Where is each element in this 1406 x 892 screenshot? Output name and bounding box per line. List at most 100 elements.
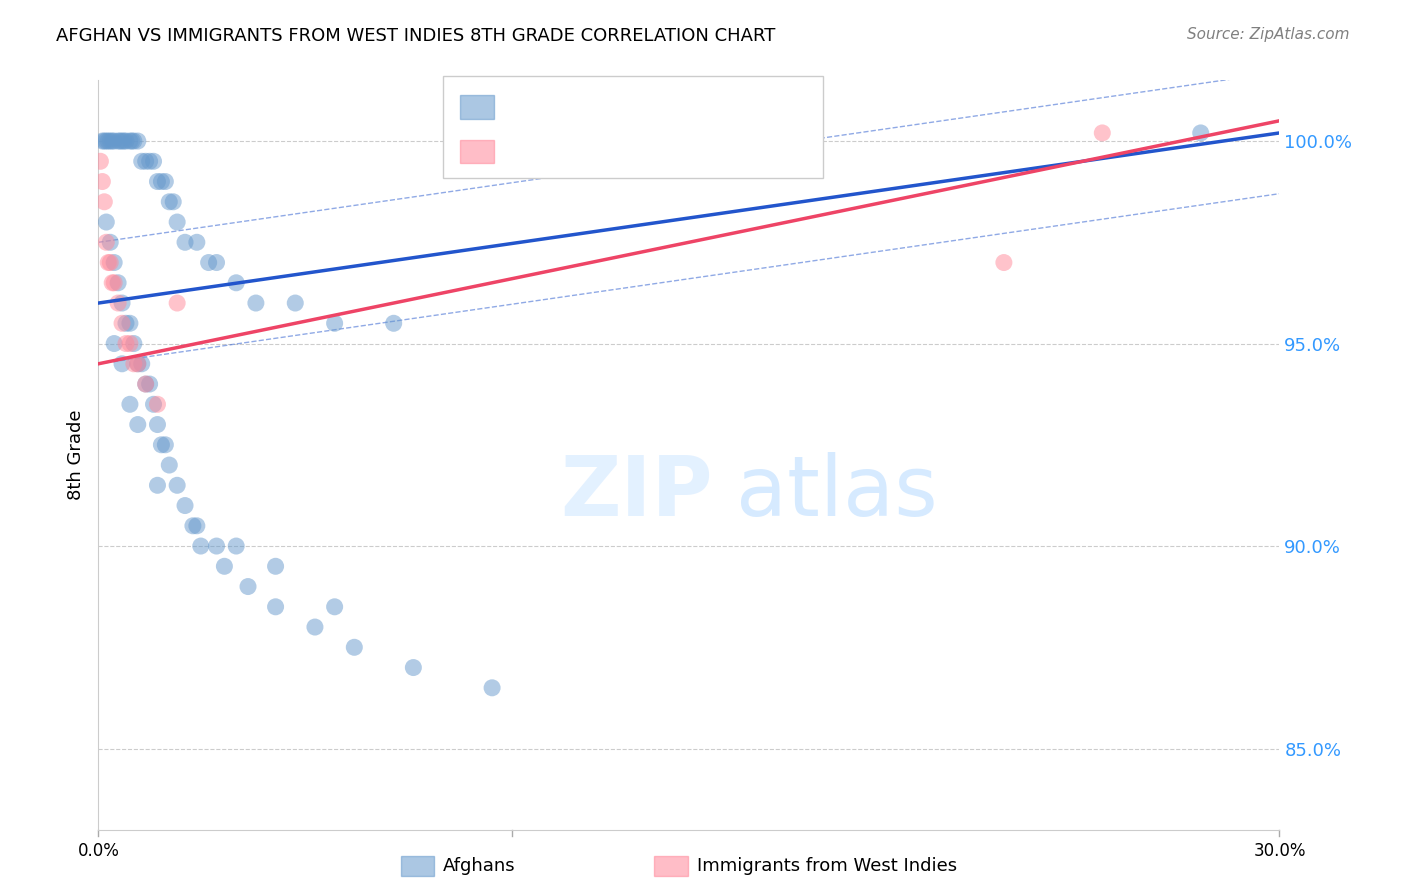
Text: N = 19: N = 19 xyxy=(672,142,745,161)
Point xyxy=(135,377,157,392)
Point xyxy=(131,357,153,371)
Text: 0.0%: 0.0% xyxy=(77,842,120,860)
Point xyxy=(103,276,125,290)
Point xyxy=(101,134,124,148)
Text: R =  0.176: R = 0.176 xyxy=(503,96,617,116)
Point xyxy=(142,154,165,169)
Text: ZIP: ZIP xyxy=(560,452,713,533)
Point xyxy=(98,235,121,250)
Point xyxy=(214,559,236,574)
Point xyxy=(121,134,143,148)
Point xyxy=(138,377,160,392)
Point xyxy=(205,255,228,269)
Point xyxy=(107,134,129,148)
Point xyxy=(166,215,188,229)
Point xyxy=(93,134,115,148)
Point xyxy=(146,417,169,432)
Point xyxy=(1091,126,1114,140)
Point xyxy=(166,478,188,492)
Point xyxy=(162,194,184,209)
Text: atlas: atlas xyxy=(737,452,938,533)
Point xyxy=(993,255,1015,269)
Point xyxy=(205,539,228,553)
Point xyxy=(146,175,169,189)
Point xyxy=(481,681,503,695)
Point xyxy=(91,134,114,148)
Point xyxy=(107,276,129,290)
Point xyxy=(245,296,267,310)
Text: Source: ZipAtlas.com: Source: ZipAtlas.com xyxy=(1187,27,1350,42)
Point xyxy=(118,336,141,351)
Point xyxy=(111,134,134,148)
Point xyxy=(142,397,165,411)
Point xyxy=(138,154,160,169)
Point xyxy=(225,539,247,553)
Text: Immigrants from West Indies: Immigrants from West Indies xyxy=(697,857,957,875)
Point xyxy=(323,599,346,614)
Point xyxy=(402,660,425,674)
Point xyxy=(103,134,125,148)
Point xyxy=(343,640,366,655)
Point xyxy=(186,518,208,533)
Point xyxy=(118,134,141,148)
Point xyxy=(225,276,247,290)
Point xyxy=(111,296,134,310)
Point xyxy=(264,599,287,614)
Point xyxy=(112,134,135,148)
Point xyxy=(96,215,118,229)
Point xyxy=(135,154,157,169)
Point xyxy=(89,154,111,169)
Point xyxy=(93,194,115,209)
Point xyxy=(97,134,120,148)
Point xyxy=(108,134,131,148)
Point xyxy=(103,255,125,269)
Point xyxy=(264,559,287,574)
Point xyxy=(131,154,153,169)
Point xyxy=(135,377,157,392)
Text: Afghans: Afghans xyxy=(443,857,516,875)
Point xyxy=(122,357,145,371)
Point xyxy=(127,417,149,432)
Point xyxy=(97,255,120,269)
Point xyxy=(146,397,169,411)
Point xyxy=(1189,126,1212,140)
Point xyxy=(155,438,177,452)
Point xyxy=(304,620,326,634)
Point xyxy=(122,134,145,148)
Point xyxy=(150,438,173,452)
Point xyxy=(96,134,118,148)
Point xyxy=(181,518,204,533)
Point xyxy=(122,336,145,351)
Point xyxy=(98,255,121,269)
Point xyxy=(157,458,180,472)
Point xyxy=(118,397,141,411)
Point xyxy=(146,478,169,492)
Point xyxy=(174,499,197,513)
Point xyxy=(96,235,118,250)
Point xyxy=(174,235,197,250)
Point xyxy=(111,357,134,371)
Point xyxy=(115,134,138,148)
Point xyxy=(150,175,173,189)
Point xyxy=(98,134,121,148)
Text: AFGHAN VS IMMIGRANTS FROM WEST INDIES 8TH GRADE CORRELATION CHART: AFGHAN VS IMMIGRANTS FROM WEST INDIES 8T… xyxy=(56,27,776,45)
Point xyxy=(197,255,219,269)
Point xyxy=(382,316,405,330)
Point xyxy=(186,235,208,250)
Point xyxy=(91,175,114,189)
Point xyxy=(127,357,149,371)
Point xyxy=(323,316,346,330)
Point xyxy=(190,539,212,553)
Point xyxy=(236,580,259,594)
Text: 30.0%: 30.0% xyxy=(1253,842,1306,860)
Point xyxy=(157,194,180,209)
Point xyxy=(127,357,149,371)
Point xyxy=(155,175,177,189)
Text: N = 74: N = 74 xyxy=(672,96,745,116)
Point xyxy=(166,296,188,310)
Point xyxy=(103,336,125,351)
Point xyxy=(127,134,149,148)
Y-axis label: 8th Grade: 8th Grade xyxy=(66,409,84,500)
Point xyxy=(284,296,307,310)
Text: R =  0.578: R = 0.578 xyxy=(503,142,617,161)
